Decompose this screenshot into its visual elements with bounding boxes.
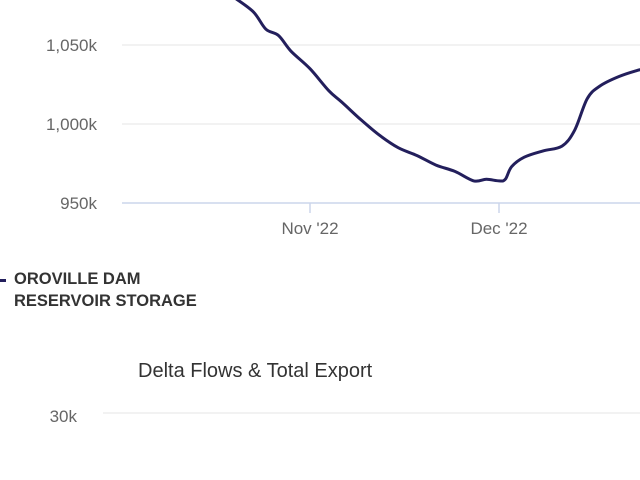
y-tick-label: 30k [50,407,78,426]
chart-legend[interactable]: OROVILLE DAM RESERVOIR STORAGE [0,268,224,312]
y-tick-label: 1,000k [46,115,98,134]
x-tick-label: Nov '22 [281,219,338,238]
legend-swatch [0,279,6,282]
reservoir-storage-chart: 950k 1,000k 1,050k Nov '22 Dec '22 [46,0,640,238]
series-line-reservoir-storage[interactable] [234,0,640,183]
delta-flows-chart-title: Delta Flows & Total Export [138,360,373,382]
x-tick-label: Dec '22 [470,219,527,238]
y-tick-label: 950k [60,194,97,213]
y-tick-label: 1,050k [46,36,98,55]
legend-label-reservoir-storage: OROVILLE DAM RESERVOIR STORAGE [14,270,197,310]
